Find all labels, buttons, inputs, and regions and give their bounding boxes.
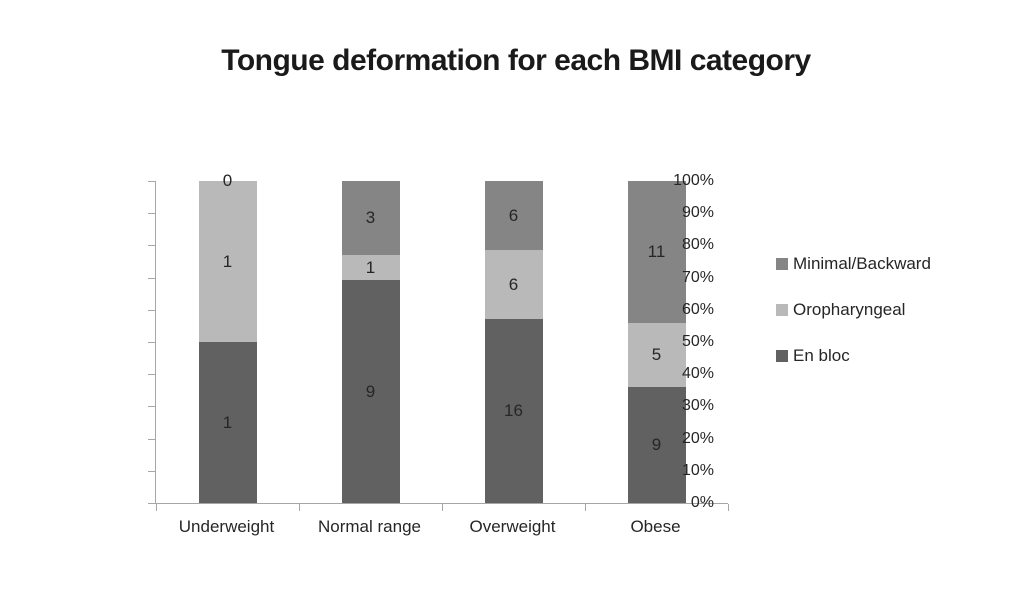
legend-item-minimal-backward: Minimal/Backward [776, 253, 931, 274]
y-axis-tick-label: 80% [681, 236, 714, 254]
legend-swatch-icon [776, 303, 788, 316]
bar-slot-underweight: 1 1 0 [156, 171, 299, 503]
y-axis-tick [148, 245, 155, 247]
y-axis-tick-label: 60% [681, 300, 714, 318]
bar-slot-obese: 9 5 11 [585, 181, 728, 503]
y-axis-tick-label: 10% [681, 461, 714, 479]
x-axis-tick [156, 504, 157, 511]
x-axis-tick [728, 504, 729, 511]
x-axis-labels: Underweight Normal range Overweight Obese [155, 517, 727, 537]
y-axis-tick [148, 438, 155, 440]
plot-area: 1 1 0 9 1 3 16 6 6 9 5 11 100% 90% 80% 70% 60% 50% 40% 30%… [148, 171, 729, 511]
data-label: 5 [651, 344, 662, 364]
bar-segment-en-bloc: 9 [627, 387, 686, 503]
data-label: 9 [651, 435, 662, 455]
x-axis-label-overweight: Overweight [469, 517, 556, 536]
y-axis-tick [148, 374, 155, 376]
data-label: 11 [647, 241, 666, 261]
legend-label: Oropharyngeal [793, 299, 906, 319]
y-axis-tick-label: 40% [681, 365, 714, 383]
x-axis-tick [299, 504, 300, 511]
legend-label: En bloc [793, 345, 850, 365]
data-label: 6 [508, 205, 519, 225]
x-axis-tick [585, 504, 586, 511]
y-axis-tick [148, 470, 155, 472]
y-axis-tick [148, 503, 155, 504]
x-axis-label-underweight: Underweight [178, 517, 275, 536]
x-axis-tick [442, 504, 443, 511]
y-axis-tick-label: 90% [681, 204, 714, 222]
chart-title: Tongue deformation for each BMI category [221, 44, 811, 77]
y-axis-tick-label: 20% [681, 429, 714, 447]
data-label: 1 [222, 412, 233, 432]
x-axis-label-normal-range: Normal range [318, 517, 421, 536]
bar-segment-oropharyngeal: 1 [341, 255, 400, 281]
y-axis-tick [148, 181, 155, 182]
bar-stack: 9 1 3 [341, 181, 400, 503]
data-label: 16 [504, 401, 523, 420]
y-axis-tick [148, 277, 155, 279]
bars-container: 1 1 0 9 1 3 16 6 6 9 5 11 [156, 171, 728, 503]
bar-segment-oropharyngeal: 6 [484, 250, 543, 319]
y-axis-tick [148, 213, 155, 215]
x-axis-label-obese: Obese [630, 517, 681, 536]
bar-stack: 1 1 0 [198, 171, 257, 503]
bar-slot-overweight: 16 6 6 [442, 181, 585, 503]
y-axis-tick-label: 0% [690, 494, 714, 511]
legend-item-oropharyngeal: Oropharyngeal [776, 299, 931, 320]
y-axis-tick-label: 30% [681, 397, 714, 415]
legend: Minimal/Backward Oropharyngeal En bloc [776, 253, 931, 391]
bar-segment-oropharyngeal: 5 [627, 322, 686, 388]
legend-swatch-icon [776, 349, 788, 362]
y-axis-tick-label: 70% [681, 268, 714, 286]
bar-segment-en-bloc: 1 [198, 342, 257, 503]
y-axis-tick-label: 50% [681, 333, 714, 350]
bar-stack: 9 5 11 [627, 181, 686, 503]
data-label: 0 [222, 171, 233, 190]
data-label: 3 [365, 208, 376, 228]
legend-swatch-icon [776, 257, 788, 270]
bar-segment-en-bloc: 16 [484, 319, 543, 503]
data-label: 1 [222, 251, 233, 271]
data-label: 9 [365, 381, 376, 401]
data-label: 6 [508, 274, 519, 294]
bar-segment-minimal-backward: 3 [341, 181, 400, 256]
bar-segment-minimal-backward: 6 [484, 181, 543, 250]
legend-label: Minimal/Backward [793, 253, 931, 273]
y-axis-tick [148, 309, 155, 311]
bar-segment-minimal-backward: 11 [627, 181, 686, 323]
bar-segment-en-bloc: 9 [341, 280, 400, 503]
y-axis-tick-label: 100% [673, 172, 714, 189]
bar-segment-oropharyngeal: 1 [198, 181, 257, 342]
bar-stack: 16 6 6 [484, 181, 543, 503]
y-axis-tick [148, 406, 155, 408]
legend-item-en-bloc: En bloc [776, 345, 931, 366]
data-label: 1 [365, 257, 376, 277]
bar-slot-normal-range: 9 1 3 [299, 181, 442, 503]
y-axis-tick [148, 342, 155, 343]
